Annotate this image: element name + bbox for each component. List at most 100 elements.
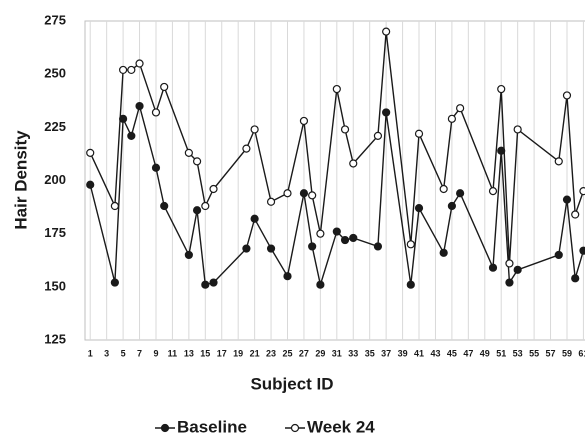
point [447,201,456,211]
x-tick-label: 11 [168,348,178,358]
point [151,108,161,117]
point [266,244,276,253]
x-tick-label: 21 [250,348,260,358]
point [562,91,572,100]
x-tick-label: 31 [332,348,342,358]
point [209,184,218,194]
point [192,206,202,215]
point [192,157,202,166]
y-tick-label: 200 [44,172,66,187]
x-tick-label: 39 [398,348,408,358]
plot-area [84,20,585,341]
x-tick-label: 19 [233,348,243,358]
point [316,229,325,238]
point [209,278,218,287]
point [127,65,136,75]
x-tick-label: 25 [282,348,292,358]
point [332,227,341,236]
point [316,280,325,289]
point [439,248,448,257]
legend-marker [160,423,170,433]
point [349,159,358,168]
point [414,129,424,138]
point [135,59,144,68]
y-axis-title: Hair Density [11,130,30,230]
x-tick-label: 43 [430,348,440,358]
point [110,278,119,287]
point [571,274,580,283]
x-tick-label: 45 [447,348,457,358]
legend-label: Baseline [177,417,247,436]
point [513,265,522,274]
point [308,242,317,251]
x-tick-label: 9 [153,348,158,358]
x-tick-label: 3 [104,348,109,358]
x-tick-label: 55 [529,348,539,358]
x-tick-label: 13 [184,348,194,358]
point [447,114,456,123]
point [406,240,415,249]
point [562,195,572,204]
point [513,125,522,134]
point [160,201,169,211]
point [456,104,465,113]
point [439,184,448,194]
point [250,125,259,134]
x-tick-label: 61 [578,348,585,358]
y-tick-label: 225 [44,119,66,134]
x-tick-label: 57 [546,348,556,358]
x-tick-label: 59 [562,348,572,358]
point [135,101,144,111]
point [571,210,580,219]
point [86,148,95,157]
point [340,235,350,245]
x-tick-label: 23 [266,348,276,358]
point [414,204,424,213]
point [299,116,309,126]
x-axis-title: Subject ID [250,374,333,393]
point [127,131,136,140]
x-tick-label: 35 [365,348,375,358]
point [554,157,563,166]
point [250,214,259,223]
point [201,201,210,211]
point [373,242,383,251]
point [110,201,119,211]
y-tick-label: 175 [44,225,66,240]
x-tick-label: 49 [480,348,490,358]
y-tick-label: 250 [44,66,66,81]
point [151,163,161,172]
x-tick-label: 15 [200,348,210,358]
y-tick-label: 150 [44,278,66,293]
point [299,189,309,198]
x-tick-label: 51 [496,348,506,358]
x-tick-label: 47 [463,348,473,358]
point [505,259,514,268]
point [373,131,383,140]
legend-marker [290,423,300,433]
point [184,148,193,157]
point [382,108,391,117]
point [456,189,465,198]
x-tick-label: 29 [315,348,325,358]
point [488,263,498,272]
point [86,180,95,189]
x-tick-label: 1 [88,348,93,358]
point [505,278,514,287]
x-tick-label: 7 [137,348,142,358]
x-tick-label: 53 [513,348,523,358]
point [201,280,210,289]
legend-label: Week 24 [307,417,375,436]
y-tick-label: 275 [44,12,66,27]
x-tick-label: 37 [381,348,391,358]
point [332,84,341,94]
x-tick-label: 41 [414,348,424,358]
point [349,233,358,243]
point [242,144,251,153]
series-line [89,31,585,264]
point [242,244,251,253]
point [308,191,317,200]
series-line [89,103,585,288]
point [118,65,128,75]
